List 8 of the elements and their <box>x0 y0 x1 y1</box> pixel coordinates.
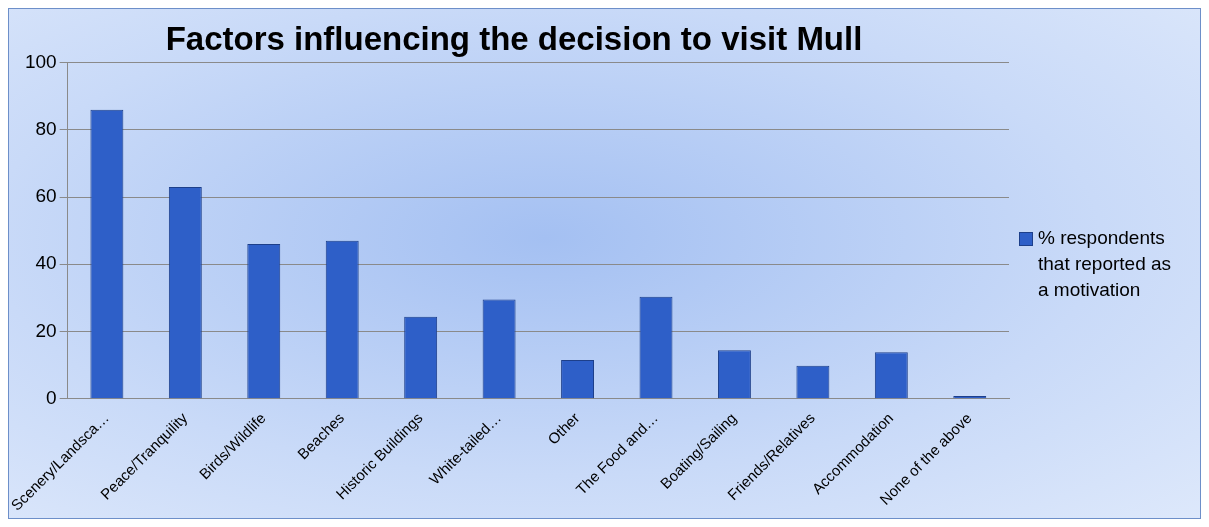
y-tick-label: 100 <box>24 50 57 72</box>
y-tick-label: 20 <box>35 319 57 341</box>
y-tick-label: 0 <box>46 386 57 408</box>
chart-title: Factors influencing the decision to visit Mull <box>165 19 863 57</box>
y-tick-label: 40 <box>35 252 57 274</box>
y-tick-label: 80 <box>35 118 57 140</box>
text: % respondents that reported as a motivation <box>1038 225 1173 302</box>
y-tick-label: 60 <box>35 185 57 207</box>
